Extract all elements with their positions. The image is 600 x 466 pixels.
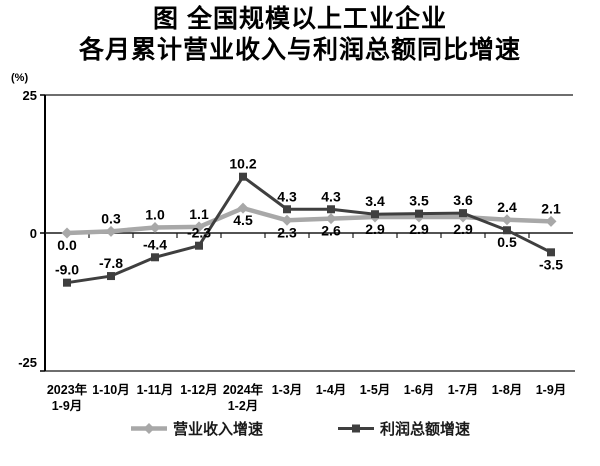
svg-text:2.9: 2.9 — [453, 221, 473, 237]
svg-text:1-2月: 1-2月 — [228, 399, 259, 413]
revenue-line-marker-icon — [130, 423, 167, 434]
svg-text:1-11月: 1-11月 — [137, 383, 174, 397]
svg-text:2.9: 2.9 — [365, 221, 385, 237]
svg-text:1-12月: 1-12月 — [180, 383, 218, 397]
y-axis-unit-label: (%) — [11, 72, 29, 84]
svg-text:4.3: 4.3 — [277, 188, 297, 204]
legend-item-profit: 利润总额增速 — [337, 418, 470, 439]
svg-text:10.2: 10.2 — [229, 156, 256, 172]
svg-text:1-9月: 1-9月 — [52, 399, 83, 413]
chart-title-line2: 各月累计营业收入与利润总额同比增速 — [78, 36, 521, 64]
svg-text:2.4: 2.4 — [497, 199, 517, 215]
svg-text:-25: -25 — [18, 355, 37, 370]
legend-item-revenue: 营业收入增速 — [130, 418, 263, 439]
svg-text:0.0: 0.0 — [57, 237, 77, 253]
svg-text:1-5月: 1-5月 — [360, 383, 391, 397]
svg-text:-3.5: -3.5 — [539, 256, 563, 272]
svg-text:2.1: 2.1 — [541, 200, 561, 216]
svg-text:1-10月: 1-10月 — [92, 383, 130, 397]
svg-text:1-3月: 1-3月 — [272, 383, 303, 397]
svg-text:1-6月: 1-6月 — [404, 383, 435, 397]
svg-text:25: 25 — [23, 88, 37, 103]
svg-text:0.5: 0.5 — [497, 234, 517, 250]
legend-label-profit: 利润总额增速 — [380, 421, 471, 438]
chart-title: 图 全国规模以上工业企业 各月累计营业收入与利润总额同比增速 — [0, 4, 600, 66]
svg-text:-9.0: -9.0 — [55, 262, 79, 278]
svg-text:0: 0 — [30, 226, 37, 241]
svg-text:1-8月: 1-8月 — [492, 383, 523, 397]
svg-text:2024年: 2024年 — [223, 382, 264, 397]
svg-text:1-7月: 1-7月 — [448, 383, 479, 397]
svg-text:1-9月: 1-9月 — [536, 383, 567, 397]
svg-text:2023年: 2023年 — [47, 382, 88, 397]
svg-text:4.3: 4.3 — [321, 188, 341, 204]
svg-text:2.6: 2.6 — [321, 223, 341, 239]
svg-text:-7.8: -7.8 — [99, 255, 123, 271]
svg-text:3.5: 3.5 — [409, 193, 429, 209]
svg-text:1.1: 1.1 — [189, 206, 209, 222]
svg-text:2.9: 2.9 — [409, 221, 429, 237]
chart-legend: 营业收入增速 利润总额增速 — [0, 418, 600, 439]
legend-label-revenue: 营业收入增速 — [172, 421, 263, 438]
profit-line-marker-icon — [338, 424, 374, 433]
svg-text:1-4月: 1-4月 — [316, 383, 347, 397]
chart-title-line1: 图 全国规模以上工业企业 — [153, 5, 447, 33]
svg-text:2.3: 2.3 — [277, 224, 297, 240]
svg-text:3.4: 3.4 — [365, 193, 385, 209]
svg-text:-4.4: -4.4 — [143, 236, 167, 252]
svg-text:3.6: 3.6 — [453, 192, 473, 208]
svg-text:0.3: 0.3 — [101, 210, 121, 226]
svg-text:4.5: 4.5 — [233, 212, 253, 228]
svg-text:1.0: 1.0 — [145, 206, 165, 222]
svg-text:-2.3: -2.3 — [187, 225, 211, 241]
